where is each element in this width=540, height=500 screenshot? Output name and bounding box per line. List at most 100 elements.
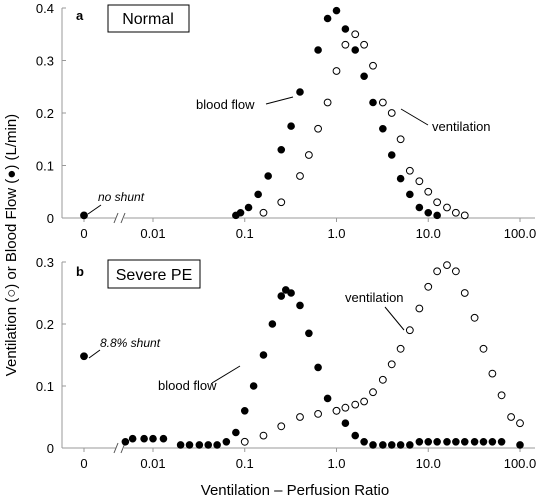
axis-break-gap (116, 213, 124, 223)
blood-flow-point (396, 174, 405, 183)
ventilation-point (396, 135, 405, 144)
shunt-point (80, 211, 88, 220)
blood-flow-point (406, 441, 414, 449)
blood-flow-point (360, 72, 368, 81)
blood-flow-annotation: blood flow (196, 97, 255, 112)
axis-break-mark (113, 212, 119, 224)
ventilation-point (405, 166, 414, 175)
shunt-arrow (87, 204, 102, 215)
ventilation-point (443, 203, 451, 212)
blood-flow-point (314, 363, 322, 372)
ventilation-point (443, 261, 451, 270)
blood-flow-point (452, 437, 460, 446)
x-tick-label: 10.0 (416, 226, 441, 241)
blood-flow-point (222, 437, 231, 446)
ventilation-point (387, 360, 396, 369)
blood-flow-point (443, 437, 451, 446)
ventilation-point (507, 413, 516, 421)
ventilation-point (433, 267, 442, 276)
ventilation-point (460, 289, 469, 297)
panel-letter: a (76, 8, 84, 23)
blood-flow-point (249, 382, 258, 390)
ventilation-point (516, 419, 524, 428)
ventilation-point (314, 410, 322, 418)
panel-severe-pe: b Severe PE 0 0.1 0.2 0.3 0 0.01 0.1 1.0 10.0 10… (36, 255, 536, 471)
ventilation-point (314, 124, 322, 133)
blood-flow-point (314, 46, 322, 54)
blood-flow-point (387, 151, 396, 159)
x-tick-label: 100.0 (504, 226, 537, 241)
y-tick-label: 0.3 (36, 54, 54, 69)
blood-flow-point (323, 394, 332, 403)
blood-flow-point (479, 437, 488, 446)
ventilation-point (277, 422, 286, 431)
axis-break-gap (116, 443, 124, 453)
shunt-point (80, 352, 88, 361)
blood-flow-point (140, 434, 148, 443)
ventilation-point (378, 98, 387, 107)
blood-flow-point (128, 434, 137, 443)
axis-break-mark (120, 212, 126, 224)
blood-flow-arrow (265, 96, 294, 105)
panel-title: Normal (122, 11, 174, 28)
ventilation-point (415, 177, 424, 186)
ventilation-point (451, 267, 460, 276)
ventilation-point (470, 313, 479, 322)
x-tick-label: 0.1 (236, 456, 254, 471)
ventilation-point (424, 282, 433, 291)
blood-flow-arrow (211, 365, 241, 384)
blood-flow-point (277, 145, 286, 154)
blood-flow-point (433, 211, 441, 220)
blood-flow-annotation: blood flow (158, 378, 217, 393)
blood-flow-point (470, 437, 479, 446)
y-tick-label: 0.1 (36, 159, 54, 174)
blood-flow-point (379, 441, 387, 449)
y-tick-label: 0.2 (36, 317, 54, 332)
blood-flow-point (121, 437, 130, 446)
blood-flow-point (406, 190, 414, 199)
ventilation-point (296, 413, 304, 421)
ventilation-annotation: ventilation (432, 119, 491, 134)
x-tick-label: 10.0 (416, 456, 441, 471)
blood-flow-point (159, 434, 168, 443)
panel-title-box (107, 4, 190, 33)
ventilation-point (341, 40, 350, 49)
x-tick-label: 0 (80, 456, 87, 471)
blood-flow-point (369, 441, 377, 449)
x-axis-title: Ventilation – Perfusion Ratio (201, 482, 389, 499)
blood-flow-point (287, 122, 295, 130)
blood-flow-point (195, 441, 204, 449)
ventilation-annotation: ventilation (345, 290, 404, 305)
blood-flow-point (497, 437, 506, 446)
blood-flow-point (415, 203, 424, 212)
ventilation-point (497, 391, 506, 400)
ventilation-point (351, 30, 360, 39)
blood-flow-point (433, 437, 441, 446)
blood-flow-point (360, 437, 368, 446)
blood-flow-point (264, 172, 272, 180)
ventilation-point (351, 400, 360, 409)
blood-flow-point (488, 437, 497, 446)
y-tick-label: 0 (47, 441, 54, 456)
blood-flow-point (424, 208, 433, 217)
blood-flow-point (351, 431, 360, 440)
blood-flow-point (332, 6, 341, 15)
blood-flow-point (351, 46, 360, 54)
x-tick-label: 0.01 (140, 456, 165, 471)
shunt-annotation: 8.8% shunt (100, 336, 161, 350)
x-tick-label: 1.0 (327, 226, 345, 241)
panel-title-box (107, 259, 201, 289)
blood-flow-point (204, 441, 213, 449)
ventilation-arrow (384, 306, 405, 331)
blood-flow-point (236, 208, 245, 217)
x-tick-label: 100.0 (504, 456, 537, 471)
blood-flow-point (369, 98, 377, 107)
blood-flow-point (323, 14, 332, 23)
blood-flow-point (516, 441, 524, 449)
blood-flow-point (268, 320, 277, 328)
ventilation-point (424, 187, 433, 196)
blood-flow-point (415, 437, 424, 446)
y-tick-label: 0.3 (36, 255, 54, 270)
x-tick-label: 0 (80, 226, 87, 241)
